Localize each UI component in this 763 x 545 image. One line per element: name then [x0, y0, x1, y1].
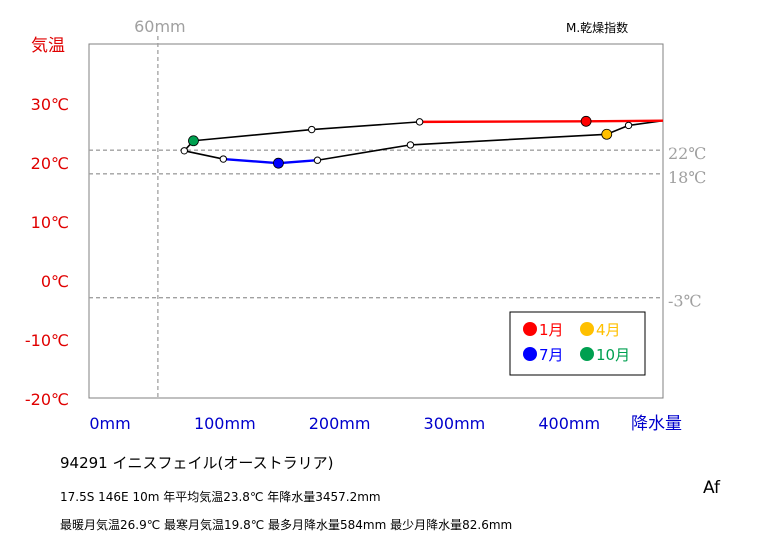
x-tick-label: 300mm — [424, 414, 486, 433]
month-point-9 — [180, 147, 188, 155]
legend-marker — [580, 347, 594, 361]
month-point-11 — [308, 125, 316, 134]
x-tick-label: 0mm — [89, 414, 130, 433]
month-point-3 — [624, 121, 633, 130]
climate-class: Af — [703, 478, 721, 498]
x-tick-label: 200mm — [309, 414, 371, 433]
month-points — [180, 115, 633, 169]
legend-label: 10月 — [596, 346, 630, 364]
legend-marker — [580, 322, 594, 336]
y-tick-label: 30℃ — [31, 95, 69, 114]
y-tick-label: 10℃ — [31, 213, 69, 232]
y-tick-labels: 30℃ 20℃ 10℃ 0℃ -10℃ -20℃ — [25, 95, 69, 409]
y-tick-label: -20℃ — [25, 390, 69, 409]
month-point-7 — [273, 157, 284, 169]
corner-label: M.乾燥指数 — [566, 20, 628, 35]
reference-labels: 22℃ 18℃ -3℃ 60mm — [134, 17, 706, 311]
x-tick-labels: 0mm 100mm 200mm 300mm 400mm — [89, 414, 600, 433]
curve-segment — [310, 121, 421, 131]
legend-marker — [523, 322, 537, 336]
y-axis-label: 気温 — [31, 36, 65, 56]
legend-label: 1月 — [539, 321, 564, 339]
y-tick-label: 0℃ — [41, 272, 69, 291]
reference-label-h: 22℃ — [668, 144, 706, 163]
legend: 1月 4月 7月 10月 — [509, 311, 646, 376]
climate-curve — [183, 119, 663, 165]
month-point-5 — [406, 141, 415, 149]
curve-segment — [409, 133, 608, 146]
x-tick-label: 100mm — [194, 414, 256, 433]
curve-segment — [192, 128, 313, 142]
x-axis-label: 降水量 — [631, 414, 682, 434]
month-point-1 — [580, 115, 592, 127]
reference-label-v: 60mm — [134, 17, 186, 36]
month-point-8 — [219, 155, 228, 163]
month-point-12 — [415, 118, 424, 126]
climate-chart: 22℃ 18℃ -3℃ 60mm 30℃ 20℃ 10℃ 0℃ -10℃ -20℃ 0mm 100… — [25, 17, 706, 434]
curve-segment — [277, 159, 319, 165]
y-tick-label: -10℃ — [25, 331, 69, 350]
legend-label: 7月 — [539, 346, 564, 364]
curve-segment — [183, 149, 225, 160]
curve-segment — [418, 120, 588, 124]
curve-segment — [316, 144, 412, 162]
legend-label: 4月 — [596, 321, 621, 339]
station-summary-line-2: 最暖月気温26.9℃ 最寒月気温19.8℃ 最多月降水量584mm 最少月降水量… — [60, 518, 513, 532]
reference-label-h: 18℃ — [668, 168, 706, 187]
y-tick-label: 20℃ — [31, 154, 69, 173]
month-point-10 — [188, 135, 199, 147]
legend-box — [509, 311, 646, 376]
reference-label-h: -3℃ — [668, 292, 701, 311]
month-point-4 — [601, 128, 613, 140]
legend-marker — [523, 347, 537, 361]
curve-segment — [222, 157, 280, 165]
station-title: 94291 イニスフェイル(オーストラリア) — [60, 454, 334, 472]
station-summary-line-1: 17.5S 146E 10m 年平均気温23.8℃ 年降水量3457.2mm — [60, 490, 381, 504]
curve-segment — [584, 119, 663, 123]
x-tick-label: 400mm — [538, 414, 600, 433]
month-point-6 — [313, 156, 322, 164]
